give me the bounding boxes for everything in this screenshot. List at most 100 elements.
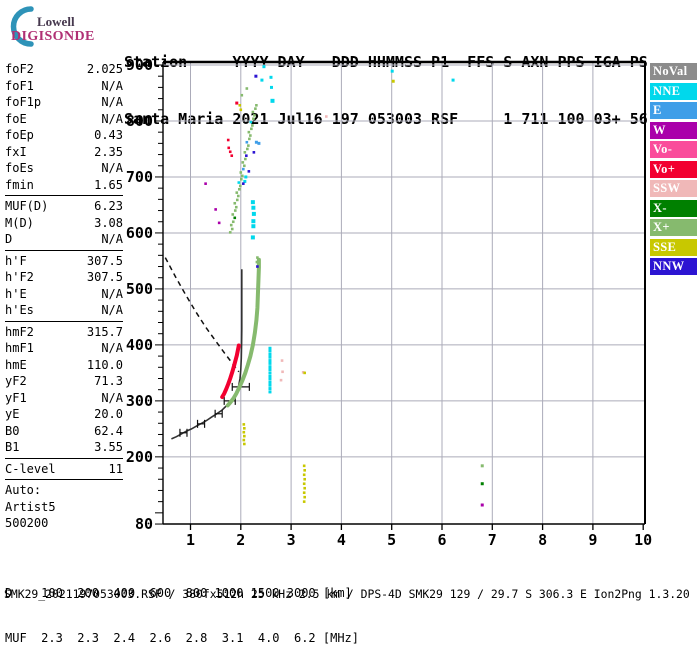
param-label: Artist5	[5, 499, 56, 514]
param-row: yE 20.0	[5, 406, 123, 423]
param-label: foF1	[5, 78, 34, 93]
param-row: yF1 N/A	[5, 390, 123, 407]
lowell-digisonde-logo: Lowell DIGISONDE	[5, 3, 123, 55]
param-value: 2.025	[86, 62, 123, 76]
svg-text:800: 800	[126, 112, 153, 130]
param-label: hmE	[5, 357, 27, 372]
param-label: M(D)	[5, 215, 34, 230]
footer-muf-row: MUF 2.3 2.3 2.4 2.6 2.8 3.1 4.0 6.2 [MHz…	[5, 631, 360, 645]
param-value: 315.7	[86, 324, 123, 339]
param-label: 500200	[5, 516, 49, 530]
param-row: foF2 2.025	[5, 61, 123, 78]
legend-item-nne: NNE	[650, 82, 697, 100]
svg-text:700: 700	[126, 168, 153, 186]
parameter-panel: foF2 2.025 foF1 N/A foF1p N/A foE N/A foEp 0.43 fx…	[5, 61, 123, 536]
legend-item-sse: SSE	[650, 238, 697, 256]
legend-item-x: X-	[650, 199, 697, 217]
ionogram-viewer: { "header": { "logo_line1": "Lowell", "l…	[4, 3, 697, 645]
svg-text:80: 80	[135, 515, 153, 533]
param-group: foF2 2.025 foF1 N/A foF1p N/A foE N/A foEp 0.43 fx…	[5, 61, 123, 196]
param-label: h'Es	[5, 303, 34, 317]
param-row: foEp 0.43	[5, 127, 123, 144]
param-row: B1 3.55	[5, 439, 123, 456]
param-group: C-level 11	[5, 461, 123, 480]
param-row: h'F 307.5	[5, 253, 123, 270]
param-label: yE	[5, 407, 20, 421]
param-label: foF2	[5, 62, 34, 76]
param-label: B0	[5, 423, 20, 438]
param-label: hmF1	[5, 341, 34, 355]
param-row: Auto:	[5, 482, 123, 499]
param-value: N/A	[101, 286, 123, 301]
param-row: 500200	[5, 515, 123, 532]
param-row: hmF2 315.7	[5, 324, 123, 341]
param-group: MUF(D) 6.23 M(D) 3.08 D N/A	[5, 198, 123, 251]
svg-text:6: 6	[437, 531, 446, 549]
param-row: C-level 11	[5, 461, 123, 478]
svg-text:7: 7	[488, 531, 497, 549]
param-label: foEs	[5, 161, 34, 175]
svg-text:500: 500	[126, 280, 153, 298]
legend-item-ssw: SSW	[650, 180, 697, 197]
param-value: 110.0	[86, 357, 123, 372]
param-row: h'Es N/A	[5, 302, 123, 319]
svg-text:10: 10	[634, 531, 652, 549]
param-value: N/A	[101, 78, 123, 93]
svg-text:300: 300	[126, 392, 153, 410]
file-info-line: SMK29_2021197053003.RSF / 380fx512h 25 k…	[4, 587, 690, 601]
legend-item-noval: NoVal	[650, 63, 697, 80]
param-value: N/A	[101, 390, 123, 405]
param-label: yF1	[5, 390, 27, 405]
param-value: 71.3	[94, 374, 123, 388]
param-row: foE N/A	[5, 111, 123, 128]
svg-text:200: 200	[126, 448, 153, 466]
svg-text:3: 3	[287, 531, 296, 549]
param-row: M(D) 3.08	[5, 215, 123, 232]
param-label: foE	[5, 111, 27, 126]
param-row: B0 62.4	[5, 423, 123, 440]
legend-item-e: E	[650, 102, 697, 119]
svg-text:5: 5	[387, 531, 396, 549]
param-value: 0.43	[94, 128, 123, 142]
param-value: 2.35	[94, 144, 123, 159]
legend-item-nnw: NNW	[650, 258, 697, 275]
svg-text:9: 9	[588, 531, 597, 549]
param-label: h'F2	[5, 270, 34, 284]
param-row: hmE 110.0	[5, 357, 123, 374]
param-label: B1	[5, 440, 20, 454]
param-row: fxI 2.35	[5, 144, 123, 161]
param-group: Auto: Artist5 500200	[5, 482, 123, 534]
param-value: 307.5	[86, 253, 123, 268]
param-value: N/A	[101, 161, 123, 175]
param-row: yF2 71.3	[5, 373, 123, 390]
param-value: N/A	[101, 111, 123, 126]
param-label: yF2	[5, 374, 27, 388]
param-row: foF1p N/A	[5, 94, 123, 111]
param-value: N/A	[101, 95, 123, 109]
svg-text:1: 1	[186, 531, 195, 549]
param-label: Auto:	[5, 483, 42, 497]
param-row: hmF1 N/A	[5, 340, 123, 357]
svg-text:400: 400	[126, 336, 153, 354]
param-label: foF1p	[5, 95, 42, 109]
param-label: foEp	[5, 128, 34, 142]
param-row: foF1 N/A	[5, 78, 123, 95]
legend-item-vo: Vo-	[650, 141, 697, 158]
param-label: C-level	[5, 461, 56, 476]
param-value: 62.4	[94, 423, 123, 438]
param-value: 3.55	[94, 440, 123, 454]
param-label: fmin	[5, 177, 34, 192]
param-value: 3.08	[94, 215, 123, 230]
param-label: h'E	[5, 286, 27, 301]
svg-text:900: 900	[126, 56, 153, 74]
logo-lowell-text: Lowell	[37, 14, 75, 29]
svg-text:600: 600	[126, 224, 153, 242]
param-label: D	[5, 232, 13, 246]
svg-text:2: 2	[236, 531, 245, 549]
param-group: hmF2 315.7 hmF1 N/A hmE 110.0 yF2 71.3 yF1 N/A yE 2…	[5, 324, 123, 459]
crescent-moon-icon	[10, 6, 34, 47]
param-row: D N/A	[5, 231, 123, 248]
echo-color-legend: NoVal NNE E W Vo- Vo+ SSW X- X+ SSE NNW	[650, 63, 697, 278]
param-row: Artist5	[5, 499, 123, 516]
param-value: 20.0	[94, 407, 123, 421]
